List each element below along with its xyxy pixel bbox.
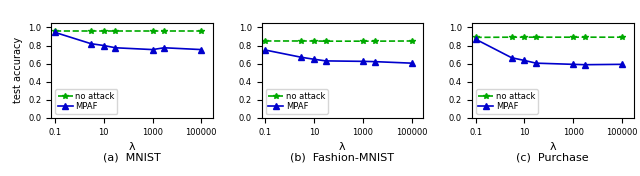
X-axis label: λ: λ — [549, 142, 556, 152]
MPAF — [371, 61, 378, 63]
MPAF — [111, 47, 119, 49]
Legend: no attack, MPAF: no attack, MPAF — [56, 89, 117, 114]
MPAF — [298, 56, 305, 58]
MPAF — [198, 49, 205, 51]
MPAF — [100, 45, 108, 47]
no attack — [198, 30, 205, 32]
MPAF — [532, 62, 540, 64]
Line: MPAF: MPAF — [262, 47, 415, 66]
MPAF — [148, 49, 156, 51]
Line: no attack: no attack — [473, 34, 625, 40]
MPAF — [310, 58, 318, 60]
no attack — [508, 36, 515, 38]
no attack — [520, 36, 528, 38]
X-axis label: λ: λ — [129, 142, 136, 152]
MPAF — [359, 60, 367, 62]
no attack — [472, 36, 479, 38]
no attack — [581, 36, 589, 38]
no attack — [310, 40, 318, 42]
no attack — [359, 40, 367, 42]
no attack — [111, 30, 119, 32]
MPAF — [161, 47, 168, 49]
Line: MPAF: MPAF — [52, 30, 204, 52]
MPAF — [408, 62, 415, 64]
MPAF — [51, 31, 59, 33]
no attack — [570, 36, 577, 38]
MPAF — [262, 49, 269, 51]
MPAF — [508, 57, 515, 59]
no attack — [532, 36, 540, 38]
MPAF — [472, 38, 479, 40]
Legend: no attack, MPAF: no attack, MPAF — [476, 89, 538, 114]
Line: no attack: no attack — [52, 28, 204, 33]
MPAF — [581, 64, 589, 66]
no attack — [618, 36, 626, 38]
no attack — [161, 30, 168, 32]
Legend: no attack, MPAF: no attack, MPAF — [266, 89, 328, 114]
no attack — [87, 30, 95, 32]
no attack — [408, 40, 415, 42]
Title: (b)  Fashion-MNIST: (b) Fashion-MNIST — [291, 153, 394, 163]
no attack — [298, 40, 305, 42]
no attack — [371, 40, 378, 42]
X-axis label: λ: λ — [339, 142, 346, 152]
no attack — [262, 40, 269, 42]
no attack — [100, 30, 108, 32]
MPAF — [520, 59, 528, 61]
Line: no attack: no attack — [262, 38, 415, 44]
no attack — [322, 40, 330, 42]
no attack — [148, 30, 156, 32]
MPAF — [322, 60, 330, 62]
MPAF — [87, 43, 95, 45]
no attack — [51, 30, 59, 32]
MPAF — [570, 63, 577, 65]
MPAF — [618, 63, 626, 65]
Title: (a)  MNIST: (a) MNIST — [103, 153, 161, 163]
Title: (c)  Purchase: (c) Purchase — [516, 153, 589, 163]
Line: MPAF: MPAF — [473, 36, 625, 67]
Y-axis label: test accuracy: test accuracy — [13, 37, 22, 103]
